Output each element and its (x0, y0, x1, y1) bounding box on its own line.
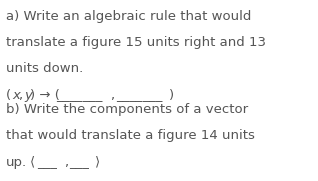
Text: ⟨: ⟨ (30, 156, 35, 169)
Text: (: ( (6, 89, 11, 102)
Text: b) Write the components of a vector: b) Write the components of a vector (6, 103, 248, 116)
Text: x: x (13, 89, 21, 102)
Text: ,: , (19, 89, 27, 102)
Text: that would translate a figure 14 units: that would translate a figure 14 units (6, 129, 255, 142)
Text: ,: , (110, 89, 114, 102)
Text: ) → (: ) → ( (30, 89, 59, 102)
Text: translate a figure 15 units right and 13: translate a figure 15 units right and 13 (6, 36, 266, 49)
Text: y: y (24, 89, 32, 102)
Text: _______: _______ (116, 89, 162, 102)
Text: _______: _______ (57, 89, 103, 102)
Text: ___: ___ (69, 156, 89, 169)
Text: units down.: units down. (6, 62, 83, 75)
Text: ,: , (64, 156, 68, 169)
Text: ___: ___ (38, 156, 58, 169)
Text: up.: up. (6, 156, 27, 169)
Text: a) Write an algebraic rule that would: a) Write an algebraic rule that would (6, 10, 251, 23)
Text: ⟩: ⟩ (95, 156, 100, 169)
Text: ): ) (169, 89, 174, 102)
